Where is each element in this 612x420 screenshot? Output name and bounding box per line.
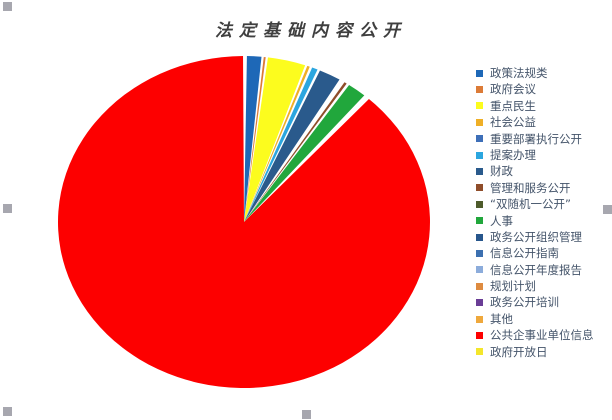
legend-item[interactable]: 管理和服务公开 xyxy=(476,180,594,196)
legend-marker xyxy=(476,151,483,159)
legend-item[interactable]: 公共企事业单位信息 xyxy=(476,327,594,343)
legend-marker xyxy=(476,102,483,110)
legend-label: 其他 xyxy=(490,311,513,326)
pie-slice[interactable] xyxy=(244,57,306,222)
legend-item[interactable]: 其他 xyxy=(476,311,594,327)
chart-title: 法定基础内容公开 xyxy=(215,21,407,41)
legend-item[interactable]: 重点民生 xyxy=(476,98,594,114)
legend-item[interactable]: 提案办理 xyxy=(476,147,594,163)
legend-marker xyxy=(476,168,483,176)
pie-slice[interactable] xyxy=(244,56,262,222)
legend-marker xyxy=(476,217,483,225)
legend-item[interactable]: 政府会议 xyxy=(476,81,594,97)
pie-slice[interactable] xyxy=(244,70,340,222)
legend-label: 重要部署执行公开 xyxy=(490,131,582,146)
legend-marker xyxy=(476,184,483,192)
pie-slice[interactable] xyxy=(244,85,365,222)
legend-label: 社会公益 xyxy=(490,115,536,130)
legend-item[interactable]: 社会公益 xyxy=(476,114,594,130)
legend-marker xyxy=(476,86,483,94)
legend-label: “双随机一公开” xyxy=(490,197,571,212)
legend-item[interactable]: 信息公开指南 xyxy=(476,245,594,261)
selection-handle[interactable] xyxy=(603,205,612,214)
pie-slice[interactable] xyxy=(57,56,430,388)
legend-item[interactable]: 信息公开年度报告 xyxy=(476,262,594,278)
legend-marker xyxy=(476,249,483,257)
legend-label: 政务公开组织管理 xyxy=(490,229,582,244)
legend-label: 信息公开指南 xyxy=(490,246,559,261)
legend-label: 政府会议 xyxy=(490,82,536,97)
legend-label: 规划计划 xyxy=(490,279,536,294)
legend: 政策法规类政府会议 重点民生社会公益 重要部署执行公开 提案办理财政 管理和服务公开 “双… xyxy=(476,65,594,360)
selection-handle[interactable] xyxy=(302,410,311,419)
legend-label: 提案办理 xyxy=(490,147,536,162)
legend-item[interactable]: 人事 xyxy=(476,213,594,229)
pie-slice[interactable] xyxy=(244,56,266,222)
legend-label: 管理和服务公开 xyxy=(490,180,571,195)
legend-marker xyxy=(476,200,483,208)
legend-item[interactable]: 政务公开培训 xyxy=(476,294,594,310)
legend-item[interactable]: 财政 xyxy=(476,163,594,179)
legend-label: 政府开放日 xyxy=(490,344,548,359)
legend-item[interactable]: 规划计划 xyxy=(476,278,594,294)
legend-item[interactable]: 政府开放日 xyxy=(476,344,594,360)
legend-marker xyxy=(476,135,483,143)
legend-marker xyxy=(476,118,483,126)
legend-label: 公共企事业单位信息 xyxy=(490,328,594,343)
legend-item[interactable]: “双随机一公开” xyxy=(476,196,594,212)
legend-marker xyxy=(476,299,483,307)
legend-item[interactable]: 政务公开组织管理 xyxy=(476,229,594,245)
legend-marker xyxy=(476,233,483,241)
pie-slice[interactable] xyxy=(244,65,310,222)
legend-label: 财政 xyxy=(490,164,513,179)
legend-marker xyxy=(476,282,483,290)
legend-item[interactable]: 重要部署执行公开 xyxy=(476,131,594,147)
legend-item[interactable]: 政策法规类 xyxy=(476,65,594,81)
legend-marker xyxy=(476,315,483,323)
legend-marker xyxy=(476,266,483,274)
legend-label: 政策法规类 xyxy=(490,66,548,80)
pie-slice[interactable] xyxy=(244,82,347,222)
legend-marker xyxy=(476,331,483,339)
legend-label: 人事 xyxy=(490,213,513,228)
legend-marker xyxy=(476,348,483,356)
legend-marker xyxy=(476,69,483,77)
selection-handle[interactable] xyxy=(3,2,12,11)
selection-handle[interactable] xyxy=(3,204,12,213)
legend-label: 重点民生 xyxy=(490,98,536,113)
pie-slice[interactable] xyxy=(244,67,318,222)
selection-handle[interactable] xyxy=(3,407,12,416)
legend-label: 信息公开年度报告 xyxy=(490,262,582,277)
legend-label: 政务公开培训 xyxy=(490,295,559,310)
